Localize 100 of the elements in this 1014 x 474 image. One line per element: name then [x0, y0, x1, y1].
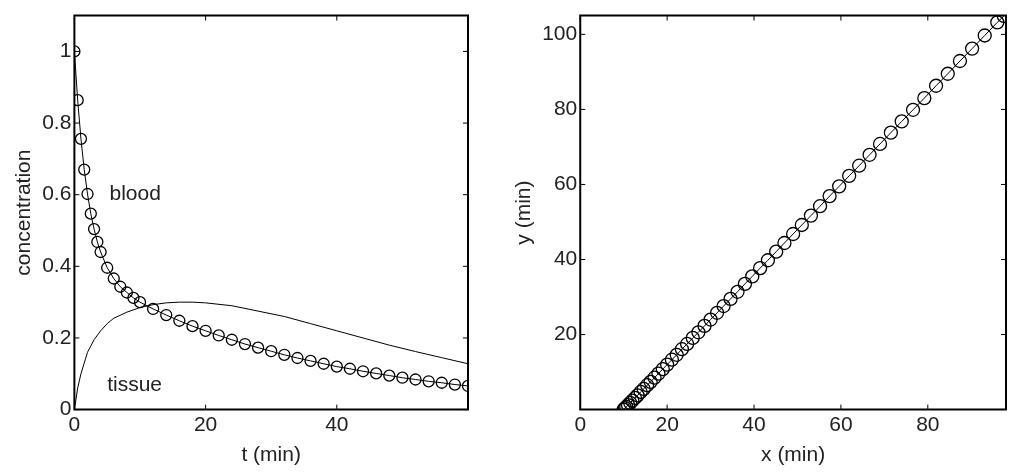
point — [928, 78, 944, 93]
point — [760, 253, 776, 268]
point — [639, 378, 655, 393]
point — [146, 302, 160, 316]
point — [356, 365, 370, 378]
y-tick-label: 80 — [553, 96, 578, 120]
point — [803, 208, 819, 223]
point — [723, 291, 738, 307]
point — [317, 357, 330, 370]
point — [905, 102, 921, 117]
point — [225, 333, 238, 346]
point — [278, 348, 291, 361]
point — [173, 314, 186, 327]
y-axis-title: concentration — [11, 149, 35, 276]
point — [862, 147, 877, 162]
point — [265, 345, 278, 358]
y-tick-label: 0.6 — [42, 181, 72, 205]
point — [745, 269, 760, 284]
point — [822, 188, 837, 204]
point — [409, 373, 422, 386]
point — [120, 286, 134, 299]
x-tick-label: 60 — [829, 412, 853, 435]
point — [78, 163, 91, 176]
point — [94, 245, 107, 259]
y-tick-label: 1 — [59, 38, 72, 62]
point — [107, 272, 120, 285]
point — [238, 337, 252, 351]
point — [964, 41, 980, 56]
point — [730, 284, 745, 299]
point — [691, 325, 706, 340]
point — [952, 53, 968, 69]
point — [199, 324, 212, 337]
point — [769, 244, 784, 259]
point — [852, 158, 867, 173]
point — [291, 351, 304, 365]
point — [87, 222, 101, 236]
point — [659, 357, 675, 372]
point — [101, 261, 114, 274]
point — [752, 260, 768, 276]
y-tick-label: 60 — [553, 171, 578, 195]
point — [669, 347, 684, 362]
y-tick-label: 100 — [542, 21, 578, 45]
point — [737, 276, 753, 292]
point — [304, 354, 317, 368]
series-label: tissue — [107, 372, 163, 396]
point — [883, 125, 899, 140]
x-axis-title: x (min) — [761, 442, 826, 466]
point — [894, 114, 909, 129]
point — [990, 15, 1005, 30]
y-tick-label: 0.4 — [42, 253, 72, 277]
point — [422, 375, 435, 388]
x-tick-label: 40 — [742, 412, 766, 435]
point — [664, 352, 680, 367]
point — [330, 360, 343, 373]
point — [842, 168, 857, 183]
point — [674, 342, 690, 357]
y-tick-label: 20 — [553, 321, 578, 345]
x-axis-title: t (min) — [241, 442, 301, 466]
point — [940, 66, 955, 81]
point — [812, 199, 828, 214]
point — [396, 371, 409, 384]
point — [383, 369, 396, 382]
x-tick-label: 20 — [655, 412, 679, 435]
x-tick-label: 40 — [325, 412, 349, 435]
y-tick-label: 40 — [553, 246, 578, 270]
point — [435, 376, 448, 389]
point — [703, 312, 718, 327]
point — [785, 226, 801, 242]
point — [977, 28, 992, 43]
point — [655, 361, 670, 377]
point — [251, 341, 265, 354]
x-tick-label: 80 — [916, 412, 940, 435]
point — [685, 330, 700, 346]
y-axis-title: y (min) — [511, 180, 535, 245]
point — [794, 217, 809, 233]
point — [872, 136, 888, 152]
point — [114, 280, 127, 293]
point — [84, 207, 97, 220]
point — [643, 374, 658, 389]
point — [697, 318, 712, 334]
point — [343, 362, 357, 375]
point — [709, 305, 725, 320]
point — [679, 336, 695, 352]
point — [777, 235, 792, 251]
point — [160, 308, 173, 322]
point — [186, 319, 199, 333]
point — [917, 91, 932, 106]
point — [212, 329, 225, 342]
x-tick-label: 20 — [193, 412, 218, 435]
series-label: blood — [109, 180, 161, 204]
point — [716, 298, 731, 314]
point — [832, 179, 847, 194]
y-tick-label: 0.2 — [42, 324, 72, 348]
point — [133, 296, 147, 309]
y-tick-label: 0.8 — [42, 109, 72, 133]
point — [647, 370, 662, 385]
point — [127, 291, 140, 304]
point — [91, 235, 104, 249]
point — [370, 367, 383, 380]
point — [448, 378, 462, 391]
